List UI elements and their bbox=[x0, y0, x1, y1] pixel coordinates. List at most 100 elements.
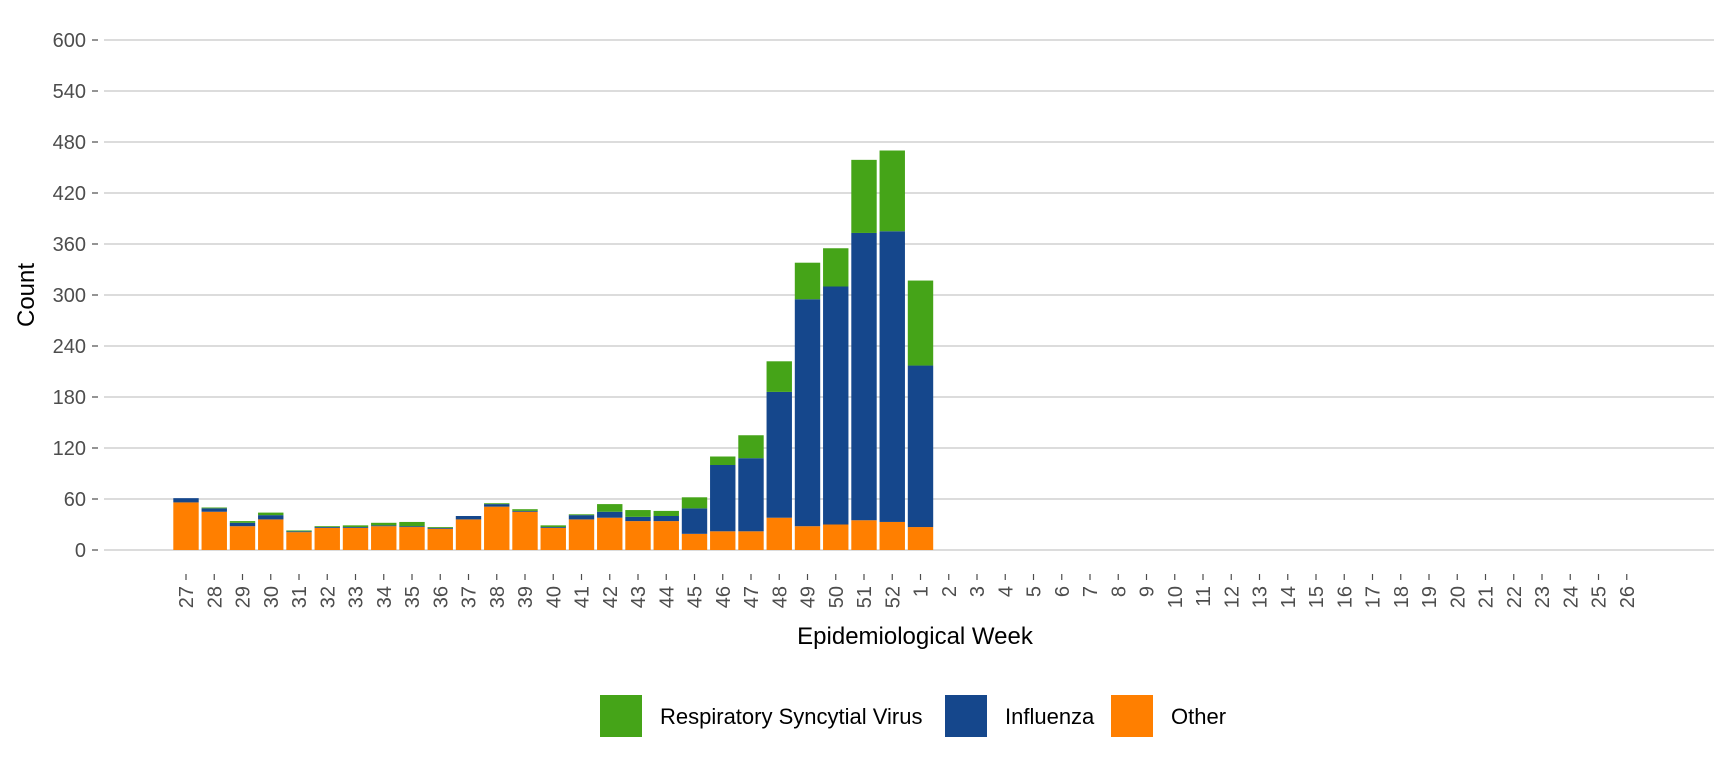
y-axis-title: Count bbox=[13, 263, 40, 327]
x-tick-label: 42 bbox=[600, 586, 622, 608]
x-tick-label: 28 bbox=[204, 586, 226, 608]
bar-segment bbox=[625, 521, 651, 550]
y-tick-label: 540 bbox=[53, 81, 86, 103]
bar-segment bbox=[597, 517, 623, 550]
x-tick-label: 9 bbox=[1137, 586, 1159, 597]
x-tick-label: 11 bbox=[1193, 586, 1215, 607]
bar-segment bbox=[738, 531, 764, 550]
bar-segment bbox=[823, 524, 849, 550]
bar-segment bbox=[568, 514, 595, 516]
x-tick-label: 33 bbox=[346, 586, 368, 608]
legend: Respiratory Syncytial Virus Influenza Othe… bbox=[600, 695, 1226, 737]
bar-segment bbox=[823, 286, 849, 525]
x-tick-label: 12 bbox=[1221, 586, 1243, 608]
y-tick-label: 240 bbox=[53, 336, 86, 358]
bar-segment bbox=[371, 526, 397, 550]
x-tick-label: 7 bbox=[1080, 586, 1102, 597]
bar-segment bbox=[625, 516, 651, 522]
x-tick-label: 19 bbox=[1419, 586, 1441, 608]
x-tick-label: 41 bbox=[572, 586, 594, 608]
bar-segment bbox=[653, 510, 679, 516]
bar-segment bbox=[399, 521, 425, 527]
y-tick-label: 300 bbox=[53, 285, 86, 307]
bar-segment bbox=[540, 525, 566, 528]
bar-segment bbox=[681, 497, 708, 509]
bar-segment bbox=[907, 280, 934, 366]
bar-segment bbox=[201, 508, 227, 512]
x-tick-label: 35 bbox=[402, 586, 424, 608]
x-axis-title: Epidemiological Week bbox=[797, 623, 1034, 650]
legend-swatch bbox=[600, 695, 642, 737]
bar-segment bbox=[371, 522, 397, 526]
y-tick-label: 480 bbox=[53, 132, 86, 154]
bar-segment bbox=[286, 530, 312, 532]
x-tick-label: 13 bbox=[1250, 586, 1272, 608]
bar-segment bbox=[823, 248, 849, 287]
bar-segment bbox=[286, 531, 312, 533]
bar-segment bbox=[173, 498, 199, 503]
bar-segment bbox=[710, 465, 736, 532]
bar-segment bbox=[229, 526, 256, 550]
y-tick-label: 600 bbox=[53, 30, 86, 52]
bar-segment bbox=[653, 516, 679, 522]
x-tick-label: 43 bbox=[628, 586, 650, 608]
legend-label: Influenza bbox=[1005, 704, 1095, 729]
y-tick-label: 120 bbox=[53, 438, 86, 460]
x-tick-label: 47 bbox=[741, 586, 763, 608]
bar-segment bbox=[879, 231, 905, 522]
x-tick-label: 14 bbox=[1278, 586, 1300, 608]
x-tick-label: 15 bbox=[1306, 586, 1328, 608]
x-tick-label: 30 bbox=[261, 586, 283, 608]
bar-segment bbox=[484, 503, 510, 505]
bar-segment bbox=[738, 435, 764, 459]
x-tick-label: 51 bbox=[854, 586, 876, 608]
bar-segment bbox=[455, 516, 482, 520]
bar-segment bbox=[512, 511, 538, 550]
bar-segment bbox=[201, 511, 227, 550]
bar-segment bbox=[794, 262, 821, 300]
x-tick-label: 22 bbox=[1504, 586, 1526, 608]
bar-segment bbox=[879, 150, 905, 232]
x-axis: 27 28 29 30 31 32 33 34 35 36 37 38 39 40 41 42 43 44 45 46… bbox=[176, 574, 1639, 608]
bar-segment bbox=[710, 531, 736, 550]
bar-segment bbox=[851, 232, 877, 521]
x-tick-label: 29 bbox=[233, 586, 255, 608]
x-tick-label: 5 bbox=[1024, 586, 1046, 597]
y-tick-label: 0 bbox=[75, 540, 86, 562]
x-tick-label: 31 bbox=[289, 586, 311, 608]
x-tick-label: 40 bbox=[543, 586, 565, 608]
x-tick-label: 1 bbox=[911, 586, 933, 597]
x-tick-label: 25 bbox=[1589, 586, 1611, 608]
bar-segment bbox=[455, 519, 482, 550]
y-axis: 0 60 120 180 240 300 360 420 480 540 600 bbox=[53, 30, 98, 562]
x-tick-label: 23 bbox=[1532, 586, 1554, 608]
bar-segment bbox=[851, 520, 877, 550]
x-tick-label: 50 bbox=[826, 586, 848, 608]
bar-segment bbox=[568, 519, 595, 550]
bar-segment bbox=[314, 527, 340, 528]
bar-segment bbox=[427, 527, 453, 528]
bar-segment bbox=[371, 525, 397, 527]
bar-segment bbox=[568, 515, 595, 520]
bar-segment bbox=[314, 527, 340, 550]
bar-segment bbox=[399, 526, 425, 528]
bar-segment bbox=[540, 527, 566, 550]
bar-segment bbox=[625, 510, 651, 517]
x-tick-label: 44 bbox=[656, 586, 678, 608]
x-tick-label: 18 bbox=[1391, 586, 1413, 608]
bar-segment bbox=[286, 532, 312, 550]
y-tick-label: 60 bbox=[64, 489, 86, 511]
bar-segment bbox=[681, 533, 708, 550]
bar-segment bbox=[766, 391, 792, 518]
x-tick-label: 52 bbox=[882, 586, 904, 608]
x-tick-label: 27 bbox=[176, 586, 198, 608]
bar-segment bbox=[229, 521, 256, 523]
bar-segment bbox=[229, 522, 256, 527]
bar-segment bbox=[597, 504, 623, 512]
bar-segment bbox=[879, 521, 905, 550]
bar-segment bbox=[597, 511, 623, 518]
bar-segment bbox=[766, 361, 792, 392]
bar-segment bbox=[681, 508, 708, 534]
x-tick-label: 39 bbox=[515, 586, 537, 608]
